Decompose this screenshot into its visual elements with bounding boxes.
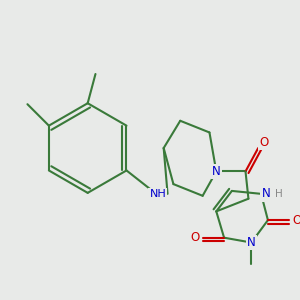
Text: N: N bbox=[262, 187, 270, 200]
Text: NH: NH bbox=[149, 189, 166, 199]
Text: O: O bbox=[260, 136, 268, 149]
Text: H: H bbox=[275, 189, 283, 199]
Text: O: O bbox=[292, 214, 300, 226]
Text: O: O bbox=[190, 231, 200, 244]
Text: N: N bbox=[212, 165, 221, 178]
Text: N: N bbox=[247, 236, 256, 249]
